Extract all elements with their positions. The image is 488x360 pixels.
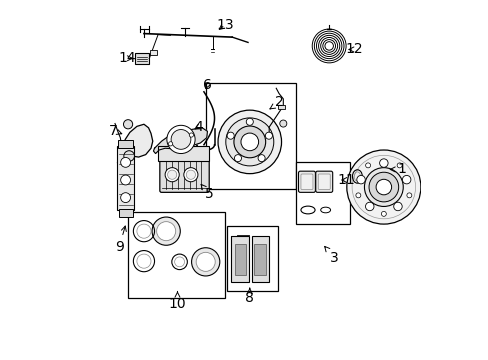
Circle shape (365, 163, 370, 168)
Text: 9: 9 (115, 226, 126, 254)
Circle shape (171, 130, 190, 149)
Text: 11: 11 (337, 173, 355, 187)
Text: 12: 12 (345, 42, 362, 57)
Bar (231, 237, 248, 282)
Circle shape (191, 248, 219, 276)
Bar (234, 243, 245, 275)
Circle shape (121, 175, 130, 185)
Text: 8: 8 (245, 288, 254, 305)
Text: 7: 7 (109, 123, 122, 138)
Circle shape (368, 172, 398, 202)
Bar (158, 147, 209, 161)
Circle shape (279, 120, 286, 127)
Circle shape (381, 211, 386, 216)
Circle shape (346, 150, 420, 224)
Bar (119, 209, 132, 217)
Circle shape (166, 125, 195, 153)
FancyBboxPatch shape (298, 171, 315, 192)
Circle shape (189, 133, 193, 137)
Bar (295, 162, 349, 224)
Circle shape (396, 163, 401, 168)
Bar (117, 147, 134, 210)
Text: 1: 1 (389, 162, 405, 176)
Circle shape (168, 142, 172, 146)
Circle shape (233, 126, 265, 158)
Bar (205, 83, 295, 189)
Circle shape (121, 157, 130, 167)
Circle shape (123, 120, 132, 129)
Circle shape (183, 168, 198, 182)
Circle shape (196, 252, 215, 271)
Text: 3: 3 (324, 246, 338, 265)
Bar (251, 237, 269, 282)
Circle shape (379, 159, 387, 167)
Circle shape (258, 155, 264, 162)
Circle shape (246, 118, 253, 125)
FancyBboxPatch shape (315, 171, 332, 192)
Bar (118, 140, 133, 148)
Circle shape (186, 170, 195, 179)
Circle shape (402, 175, 410, 184)
Circle shape (406, 193, 411, 198)
Text: 10: 10 (168, 292, 186, 311)
FancyBboxPatch shape (318, 174, 329, 189)
Text: 5: 5 (201, 184, 213, 201)
Bar (135, 53, 149, 64)
Circle shape (393, 202, 401, 211)
Circle shape (234, 155, 241, 162)
FancyBboxPatch shape (300, 174, 312, 189)
Circle shape (225, 118, 273, 166)
FancyBboxPatch shape (160, 157, 209, 192)
Circle shape (167, 170, 176, 179)
Text: 13: 13 (216, 18, 233, 32)
Circle shape (121, 193, 130, 203)
Bar (278, 105, 285, 109)
Text: 4: 4 (194, 120, 203, 134)
Text: 14: 14 (118, 51, 136, 65)
Circle shape (355, 193, 360, 198)
Polygon shape (153, 128, 207, 154)
Circle shape (165, 168, 179, 182)
Text: 2: 2 (269, 95, 284, 109)
Circle shape (364, 168, 403, 207)
Circle shape (375, 179, 391, 195)
Circle shape (218, 110, 281, 174)
Circle shape (365, 202, 373, 211)
Circle shape (241, 133, 258, 151)
Polygon shape (117, 124, 152, 163)
Bar (128, 212, 224, 298)
Circle shape (226, 132, 234, 139)
Circle shape (156, 222, 175, 241)
Bar (150, 50, 156, 55)
Circle shape (152, 217, 180, 245)
Circle shape (356, 175, 365, 184)
Circle shape (265, 132, 272, 139)
Circle shape (123, 151, 134, 161)
Bar (254, 243, 265, 275)
Bar (226, 226, 278, 291)
Text: 6: 6 (203, 78, 211, 92)
